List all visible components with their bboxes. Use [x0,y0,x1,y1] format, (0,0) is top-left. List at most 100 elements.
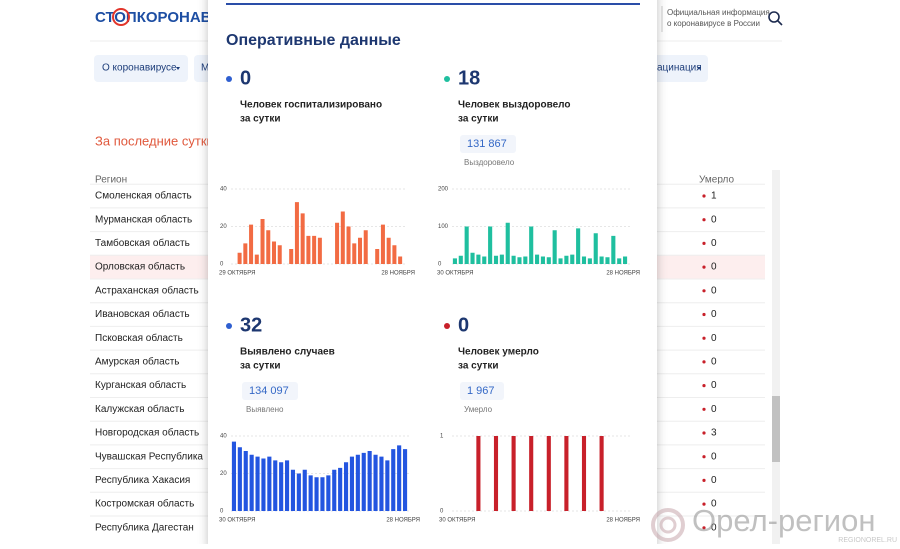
deaths-dot [702,265,706,269]
bar [237,252,242,264]
bar [320,477,325,511]
status-dot [226,323,232,329]
watermark-name: Орел-регион [692,503,875,538]
x-axis-label: 30 ОКТЯБРЯ [439,518,476,524]
bar [529,436,534,511]
total-badge [242,382,298,400]
bar [493,255,499,264]
bar [249,454,254,511]
nav-item[interactable]: ацинация [657,63,702,74]
bar [361,452,366,511]
bar [273,460,278,511]
deaths-count: 1 [711,191,717,202]
card-total-label: Выздоровело [464,158,515,167]
card-value: 18 [458,67,480,89]
region-name: Чувашская Республика [95,450,203,462]
region-name: Астраханская область [95,284,199,296]
column-header: Регион [95,175,127,186]
bar [623,256,628,264]
bar [357,237,363,264]
bar [564,436,569,511]
section-title: За последние сутки [95,133,214,148]
deaths-dot [702,431,706,435]
bar [398,256,403,264]
deaths-dot [702,312,706,317]
deaths-count: 0 [711,451,717,462]
region-name: Курганская область [95,379,186,391]
bar [470,252,475,264]
scrollbar[interactable] [772,170,780,544]
bar [476,436,481,511]
deaths-dot [702,289,706,293]
bar [363,230,368,264]
bar [517,257,522,264]
bar [386,237,391,264]
card-value: 32 [240,314,262,336]
watermark-logo [659,516,677,534]
bar [302,469,307,511]
x-axis-label: 29 ОКТЯБРЯ [219,271,256,277]
y-tick-label: 0 [438,262,442,268]
nav-pill[interactable] [94,55,188,82]
x-axis-label: 28 НОЯБРЯ [606,271,640,277]
column-header: Умерло [699,175,735,186]
bar [564,255,569,264]
bar [380,224,385,264]
region-name: Амурская область [95,356,179,368]
y-tick-label: 0 [220,509,224,515]
deaths-count: 0 [711,499,717,510]
bar [352,243,357,264]
bar [306,235,311,264]
bar [294,202,299,264]
bar [397,445,402,511]
card-total: 134 097 [249,385,289,397]
scrollbar-thumb[interactable] [772,396,780,462]
deaths-count: 0 [711,333,717,344]
bar [617,258,622,264]
header-info: о коронавирусе в России [667,19,760,28]
watermark-logo [651,508,685,542]
bar [373,454,378,511]
region-name: Тамбовская область [95,237,190,249]
deaths-count: 0 [711,357,717,368]
bar [231,441,237,511]
card-value: 0 [240,67,251,89]
deaths-count: 0 [711,262,717,273]
region-name: Псковская область [95,332,183,344]
total-badge [460,135,516,153]
deaths-count: 0 [711,238,717,249]
deaths-count: 0 [711,285,717,296]
bar [464,226,469,264]
bar [587,258,592,264]
card-label: Человек госпитализировано [240,100,382,111]
region-name: Новгородская область [95,427,199,439]
bar [392,245,397,264]
card-total: 1 967 [467,385,495,397]
deaths-count: 0 [711,475,717,486]
nav-item[interactable]: О коронавирусе [102,63,177,74]
bar [599,436,604,511]
watermark: Орел-регион REGIONOREL.RU [651,503,897,544]
search-icon[interactable] [768,11,780,23]
bar [476,254,481,264]
bar [349,456,355,511]
bar [237,447,242,511]
region-name: Орловская область [95,261,185,273]
card-label: за сутки [458,361,498,372]
bar [581,256,587,264]
bar [546,436,551,511]
bar [576,228,581,264]
bar [289,249,294,264]
bar [261,458,266,511]
status-dot [226,76,232,82]
search-icon[interactable] [777,20,783,26]
region-name: Смоленская область [95,190,192,202]
card-label: за сутки [458,114,498,125]
watermark-site: REGIONOREL.RU [838,537,897,544]
bar [482,256,487,264]
y-tick-label: 20 [220,471,227,477]
card-label: Выявлено случаев [240,347,335,358]
nav-item[interactable]: М [201,63,209,74]
y-tick-label: 0 [440,509,444,515]
